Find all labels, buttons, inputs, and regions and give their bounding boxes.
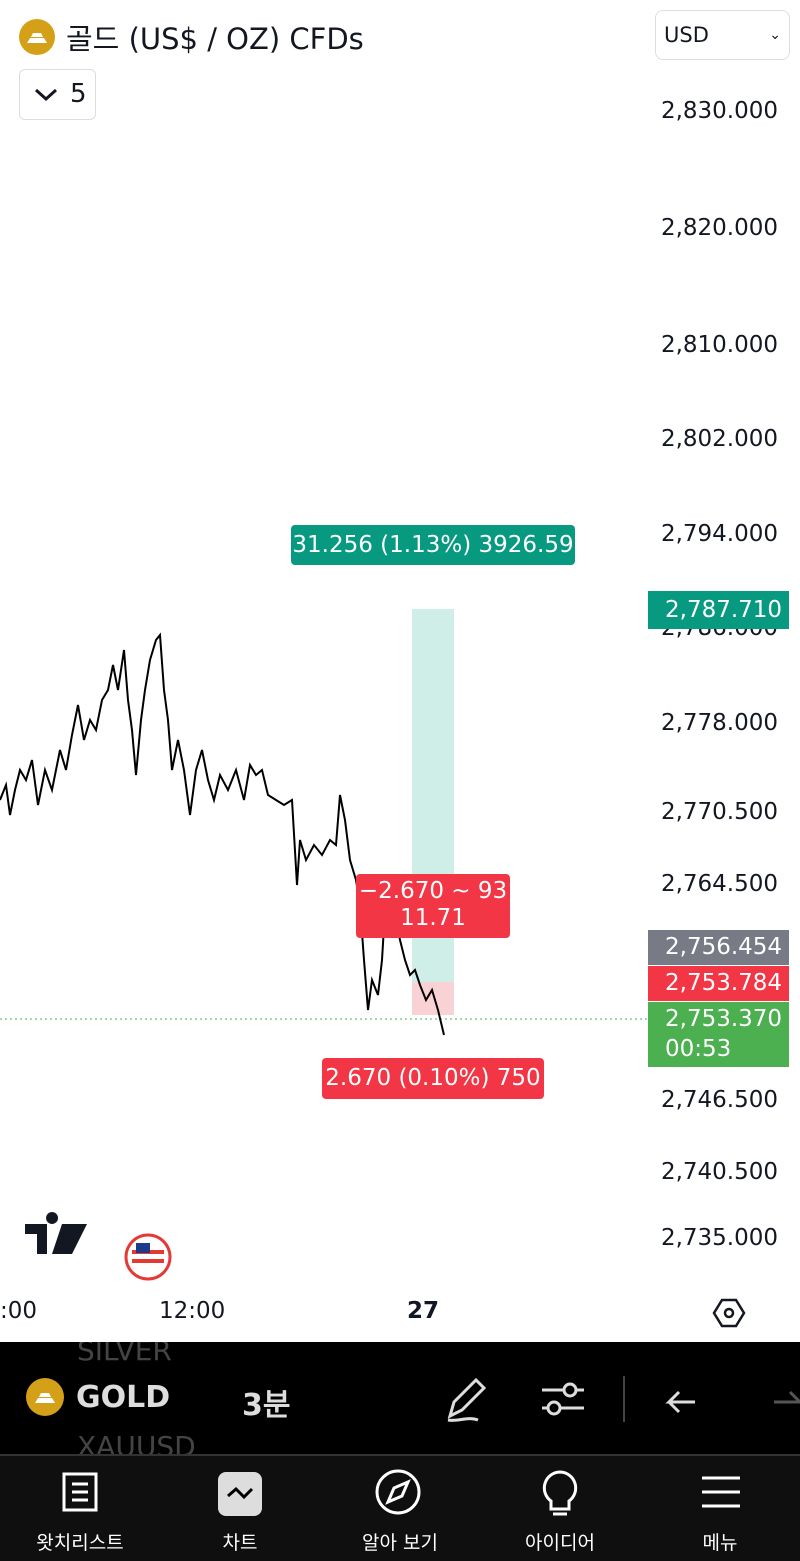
currency: USD xyxy=(664,23,709,47)
nav-item[interactable]: 왓치리스트 xyxy=(36,1532,124,1554)
interval-button[interactable]: 5 xyxy=(19,69,96,120)
nav-icons xyxy=(62,1469,740,1516)
price-label: 2,794.000 xyxy=(660,521,778,547)
tradingview-logo xyxy=(25,1212,87,1254)
indicators-icon[interactable] xyxy=(542,1382,584,1416)
timeframe[interactable]: 3분 xyxy=(242,1388,291,1423)
nav-item[interactable]: 메뉴 xyxy=(702,1532,738,1554)
currency-select[interactable]: USD ⌄ xyxy=(655,10,790,60)
center-line: −2.670 ~ 93 xyxy=(358,878,508,904)
symbol-title[interactable]: 골드 (US$ / OZ) CFDs xyxy=(66,22,364,56)
last-price: 2,753.370 xyxy=(665,1006,783,1032)
price-label: 2,820.000 xyxy=(660,215,778,241)
symbol[interactable]: GOLD xyxy=(76,1380,171,1415)
center-line: 11.71 xyxy=(400,905,466,931)
undo-icon[interactable] xyxy=(665,1390,695,1414)
price-badge: 2,756.454 xyxy=(648,930,789,965)
price-label: 2,778.000 xyxy=(660,710,778,736)
interval: 5 xyxy=(70,79,87,109)
chart-plot xyxy=(0,609,746,1328)
loss-label: 2.670 (0.10%) 750 xyxy=(322,1058,544,1099)
price-label: 2,735.000 xyxy=(660,1225,778,1251)
loss-zone xyxy=(412,982,454,1015)
time-label: 12:00 xyxy=(159,1298,226,1324)
price-label: 2,770.500 xyxy=(660,799,778,825)
center-label: −2.670 ~ 93 11.71 xyxy=(356,874,510,938)
redo-icon[interactable] xyxy=(774,1390,800,1404)
next-symbol[interactable]: XAUUSD xyxy=(77,1430,196,1454)
us-flag xyxy=(124,1233,172,1281)
target-badge: 2,787.710 xyxy=(648,591,789,629)
price-label: 2,746.500 xyxy=(660,1087,778,1113)
nav-item[interactable]: 알아 보기 xyxy=(362,1532,438,1554)
last-price-badge: 2,753.370 00:53 xyxy=(648,1002,789,1067)
draw-icon[interactable] xyxy=(447,1377,487,1422)
chevron xyxy=(34,88,58,102)
countdown: 00:53 xyxy=(665,1036,732,1062)
price-series xyxy=(0,632,445,1036)
time-label: 27 xyxy=(407,1298,440,1324)
symbol-logo xyxy=(19,19,55,55)
toolbar: SILVER GOLD XAUUSD 3분 xyxy=(0,1342,800,1454)
bottom-nav: 왓치리스트 차트 알아 보기 아이디어 메뉴 xyxy=(0,1454,800,1561)
time-label: :00 xyxy=(0,1298,38,1324)
gold-logo xyxy=(26,1378,64,1416)
profit-label: 31.256 (1.13%) 3926.59 xyxy=(291,525,575,565)
price-label: 2,810.000 xyxy=(660,332,778,358)
nav-item[interactable]: 차트 xyxy=(222,1532,258,1554)
price-badge: 2,753.784 xyxy=(648,966,789,1001)
settings-icon[interactable] xyxy=(712,1298,746,1328)
price-label: 2,764.500 xyxy=(660,871,778,897)
price-label: 2,830.000 xyxy=(660,98,778,124)
price-label: 2,740.500 xyxy=(660,1159,778,1185)
toolbar-icons xyxy=(447,1376,800,1422)
price-label: 2,802.000 xyxy=(660,426,778,452)
prev-symbol[interactable]: SILVER xyxy=(77,1342,172,1367)
nav-item[interactable]: 아이디어 xyxy=(525,1532,595,1554)
